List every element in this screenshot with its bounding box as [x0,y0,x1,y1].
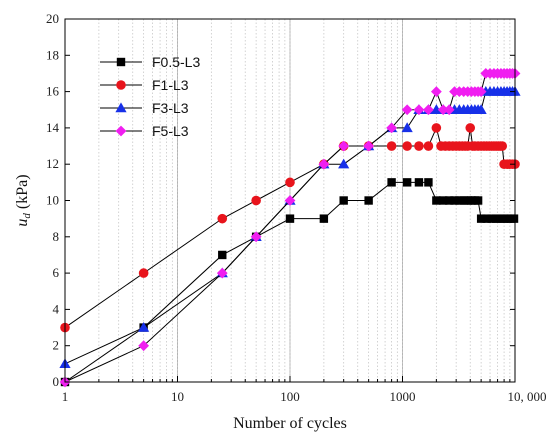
data-point [138,340,150,352]
x-axis-title: Number of cycles [233,415,347,432]
data-point [497,141,508,151]
data-point [475,104,487,114]
y-tick-label: 8 [53,229,60,244]
legend-marker [115,102,127,113]
data-point [364,196,373,205]
legend-marker [116,57,126,67]
y-axis-title-sub: d [21,213,33,219]
series-F5-L3 [59,68,521,388]
y-tick-label: 12 [46,156,59,171]
data-point [218,250,227,260]
y-tick-label: 2 [53,338,60,353]
data-point [401,104,413,116]
y-axis-title: ud (kPa) [14,174,33,226]
y-tick-label: 10 [46,193,59,208]
data-point [437,104,449,116]
y-tick-label: 4 [53,301,60,316]
x-tick-label: 10 [171,389,184,404]
data-point [455,196,464,205]
legend-label: F1-L3 [152,77,189,93]
x-tick-label: 1000 [390,389,416,404]
data-point [387,178,396,187]
y-tick-label: 20 [46,11,59,26]
data-point [386,141,397,151]
data-point [444,196,454,205]
data-point [216,267,228,279]
data-point [402,141,412,151]
data-point [423,104,434,116]
data-point [251,195,261,206]
series-F0.5-L3 [60,178,519,387]
data-point [465,123,476,133]
y-tick-label: 16 [46,84,60,99]
data-point [487,214,496,223]
data-point [414,141,424,151]
legend-label: F0.5-L3 [152,54,200,70]
series-layer [59,68,521,388]
data-point [430,86,442,97]
data-point [138,321,150,332]
y-tick-label: 14 [46,120,60,135]
x-tick-label: 1 [62,389,69,404]
data-point [443,104,455,116]
data-point [284,195,296,206]
y-axis-title-main: u [14,219,31,227]
data-point [424,178,433,187]
data-point [386,122,397,134]
data-point [318,158,330,170]
legend-label: F3-L3 [152,100,189,116]
legend-label: F5-L3 [152,123,189,139]
data-point [414,178,424,187]
data-point [475,86,487,97]
data-point [401,122,413,133]
data-point [285,214,295,223]
data-point [363,140,375,152]
y-tick-label: 18 [46,47,59,62]
data-point [432,196,441,205]
data-point [450,196,459,205]
data-point [413,104,425,116]
axis-ticks: 0 2 4 6 8 10 12 14 16 18 20 1 10 100 1000 10, 000 [46,11,547,404]
legend-marker [115,125,127,137]
y-axis-title-unit: (kPa) [14,174,31,213]
data-point [473,196,483,205]
data-point [423,141,434,151]
data-point [338,158,350,169]
data-point [285,177,295,188]
data-point [476,214,486,223]
data-point [431,123,442,133]
data-point [319,214,329,223]
data-point [402,178,412,187]
x-tick-label: 10, 000 [508,389,547,404]
data-point [338,140,350,152]
legend-marker [116,80,126,90]
data-point [250,231,262,243]
data-point [217,213,228,224]
data-point [339,196,348,205]
data-point [482,214,491,223]
data-point [138,268,149,278]
data-point [438,196,448,205]
y-tick-label: 0 [53,374,60,389]
y-tick-label: 6 [53,265,60,280]
x-tick-label: 100 [280,389,300,404]
data-point [509,214,519,223]
legend: F0.5-L3 F1-L3 F3-L3 F5-L3 [100,54,200,139]
